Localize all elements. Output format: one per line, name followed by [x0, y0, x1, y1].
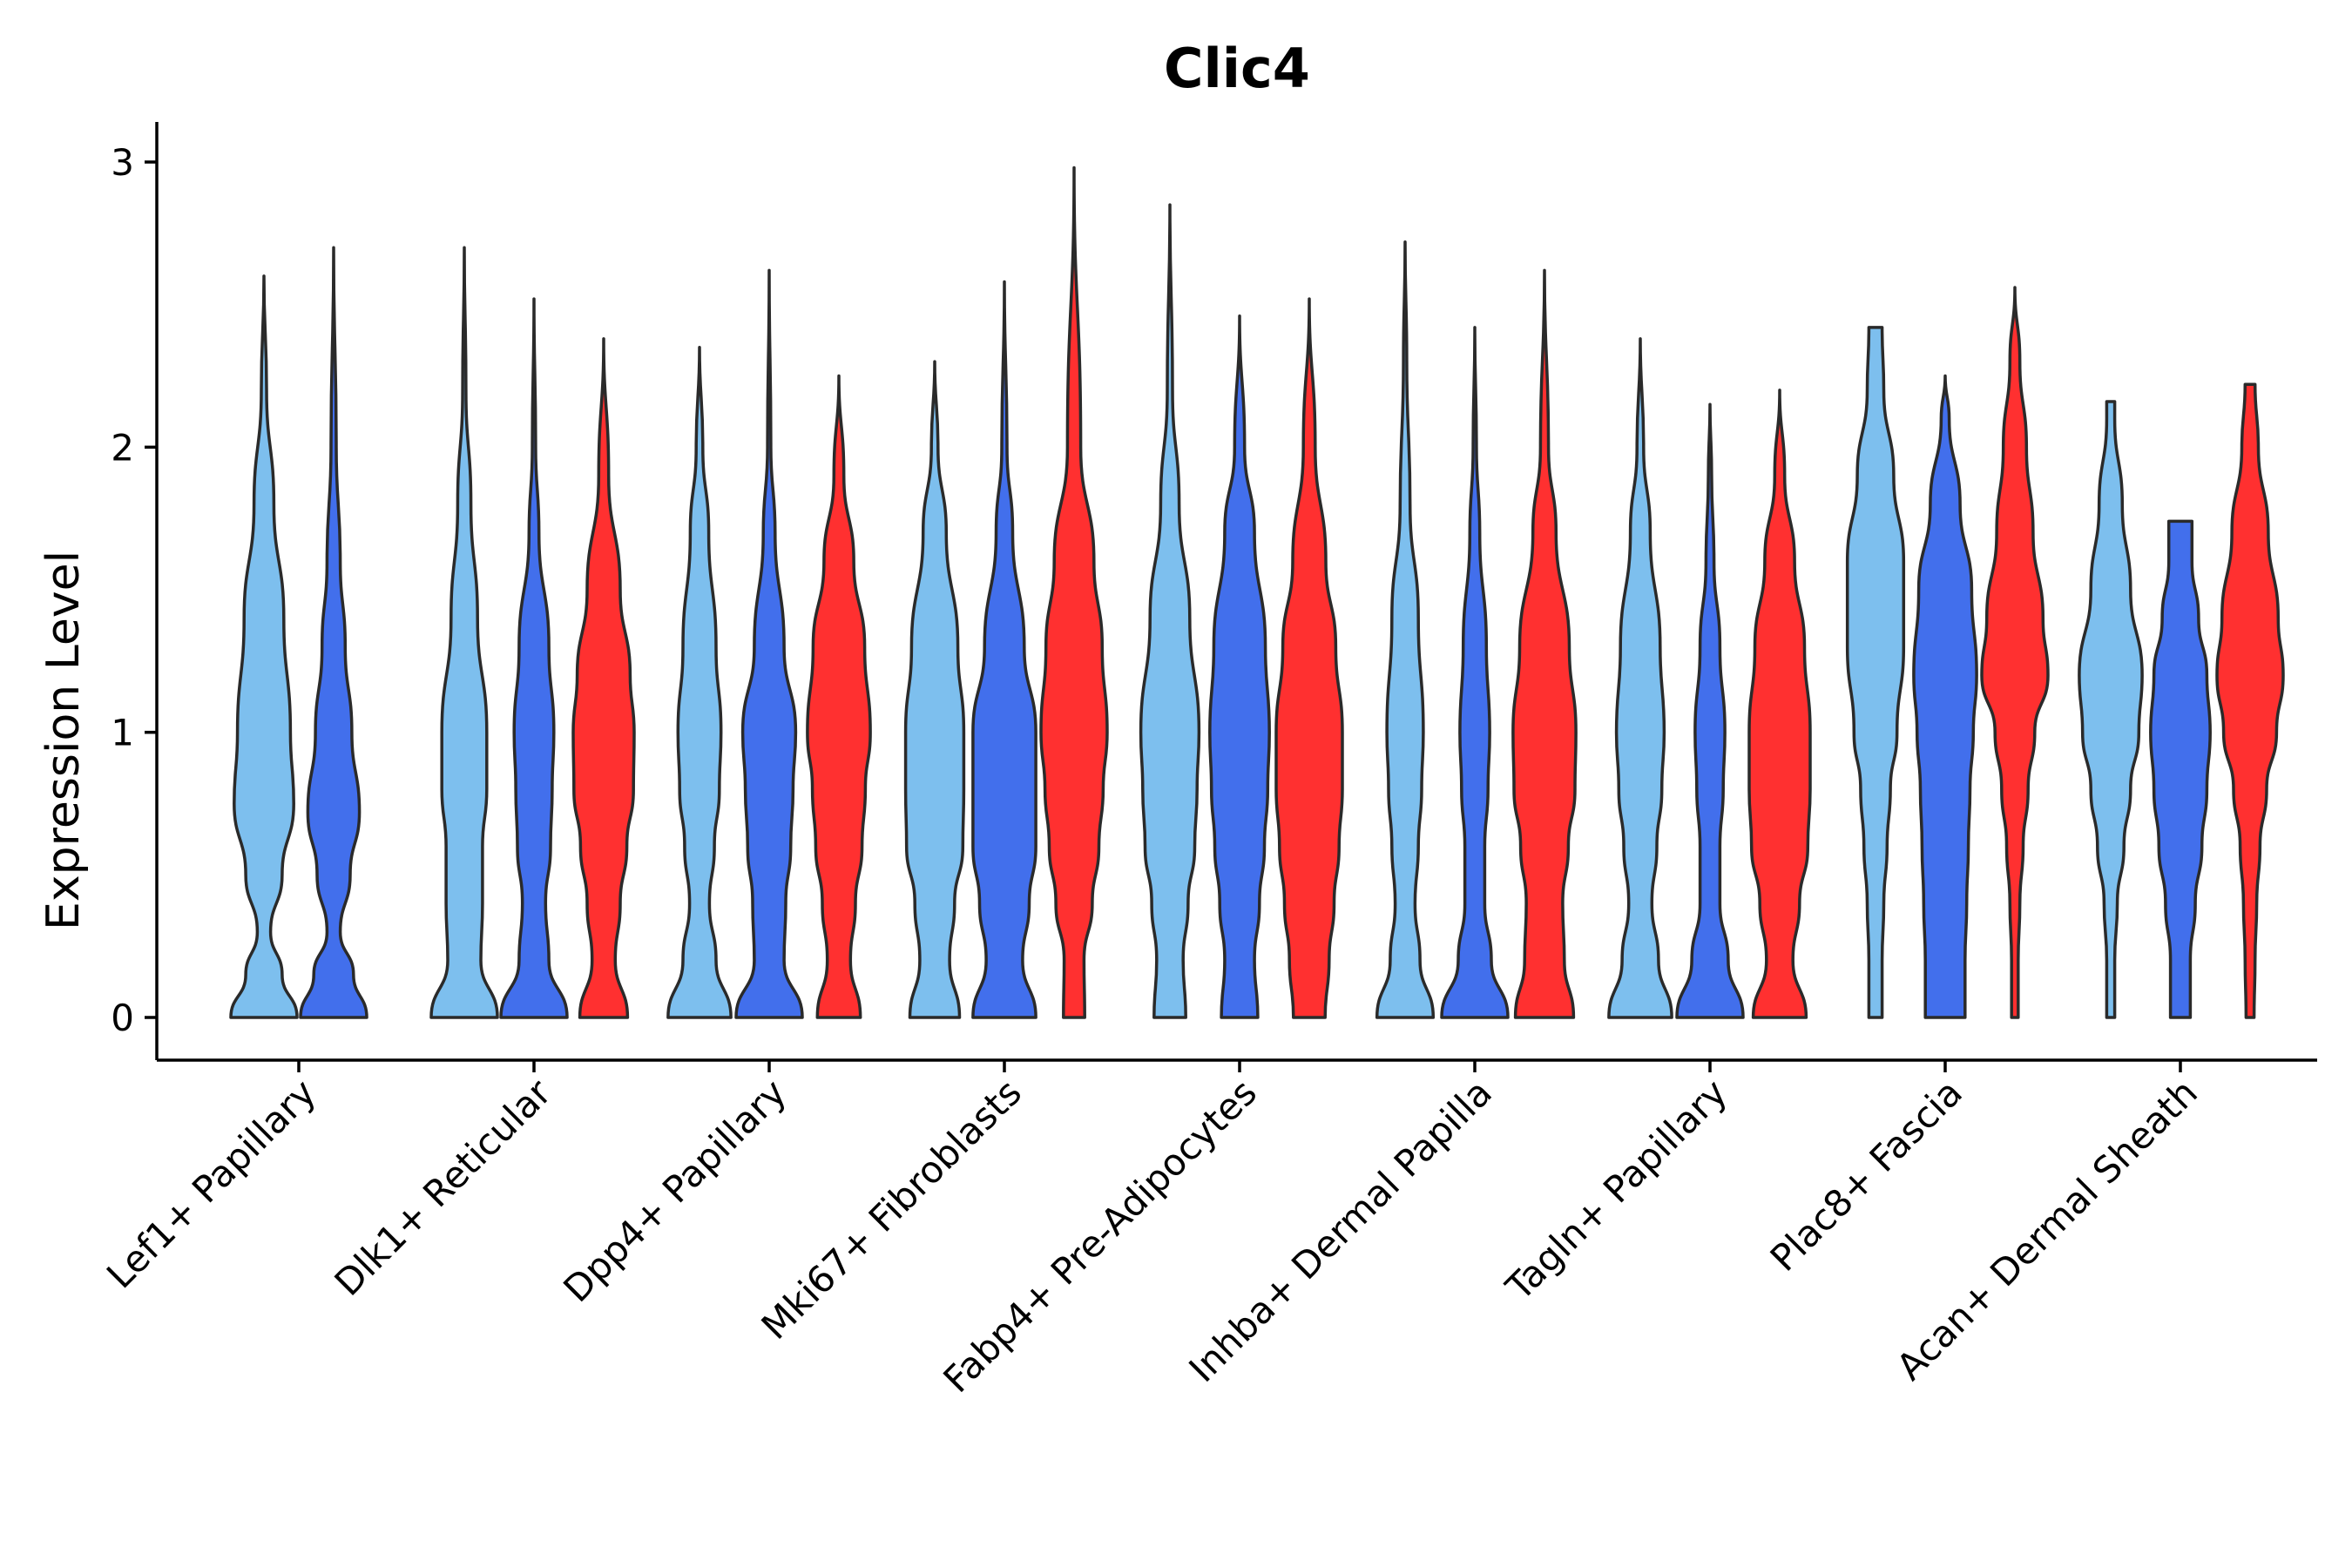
violin-plac8-fascia-group-2: [1912, 374, 1978, 1019]
violin-dlk1-reticular-group-1: [429, 246, 499, 1019]
violin-tagln-papillary-group-1: [1607, 337, 1673, 1019]
x-tick-label-2: Dpp4+ Papillary: [555, 1071, 794, 1310]
violin-lef1-papillary-group-2: [299, 246, 368, 1019]
violin-dpp4-papillary-group-1: [666, 346, 733, 1019]
chart-title: Clic4: [1164, 37, 1310, 100]
violin-tagln-papillary-group-2: [1675, 402, 1745, 1019]
axes-layer: 0 1 2 3 Lef1+ Papillary Dlk1+ ReticularDpp4+ …: [98, 122, 2317, 1401]
violin-mki67-fibroblasts-group-2: [971, 280, 1037, 1019]
y-tick-label-0: 0: [111, 997, 134, 1039]
y-tick-label-1: 1: [111, 712, 134, 754]
y-tick-label-3: 3: [111, 141, 134, 184]
violin-acan-dermal-sheath-group-2: [2149, 519, 2212, 1019]
violin-dpp4-papillary-group-3: [806, 374, 872, 1019]
violin-mki67-fibroblasts-group-1: [903, 360, 966, 1019]
y-tick-label-2: 2: [111, 426, 134, 469]
x-tick-label-0: Lef1+ Papillary: [98, 1071, 324, 1296]
x-tick-label-7: Plac8+ Fascia: [1762, 1071, 1970, 1279]
violin-fabp4-pre-adipocytes-group-1: [1139, 203, 1201, 1019]
violin-inhba-dermal-papilla-group-3: [1511, 268, 1578, 1019]
violin-fabp4-pre-adipocytes-group-2: [1208, 314, 1271, 1019]
violin-mki67-fibroblasts-group-3: [1039, 166, 1109, 1019]
violin-inhba-dermal-papilla-group-1: [1375, 240, 1436, 1019]
violin-acan-dermal-sheath-group-3: [2215, 382, 2285, 1019]
violin-dlk1-reticular-group-2: [499, 297, 569, 1019]
violin-tagln-papillary-group-3: [1747, 389, 1812, 1019]
violin-dpp4-papillary-group-2: [734, 268, 804, 1019]
violin-inhba-dermal-papilla-group-2: [1440, 326, 1510, 1019]
x-tick-label-1: Dlk1+ Reticular: [327, 1071, 560, 1304]
violin-dlk1-reticular-group-3: [571, 337, 636, 1019]
violin-acan-dermal-sheath-group-1: [2078, 400, 2144, 1019]
x-tick-label-3: Mki67+ Fibroblasts: [754, 1071, 1030, 1347]
violins-layer: [229, 166, 2285, 1019]
violin-plac8-fascia-group-3: [1980, 286, 2050, 1019]
y-axis-label: Expression Level: [37, 551, 90, 930]
violin-plac8-fascia-group-1: [1845, 326, 1906, 1019]
violin-fabp4-pre-adipocytes-group-3: [1274, 297, 1344, 1019]
violin-lef1-papillary-group-1: [229, 274, 299, 1019]
x-tick-label-6: Tagln+ Papillary: [1497, 1071, 1735, 1308]
